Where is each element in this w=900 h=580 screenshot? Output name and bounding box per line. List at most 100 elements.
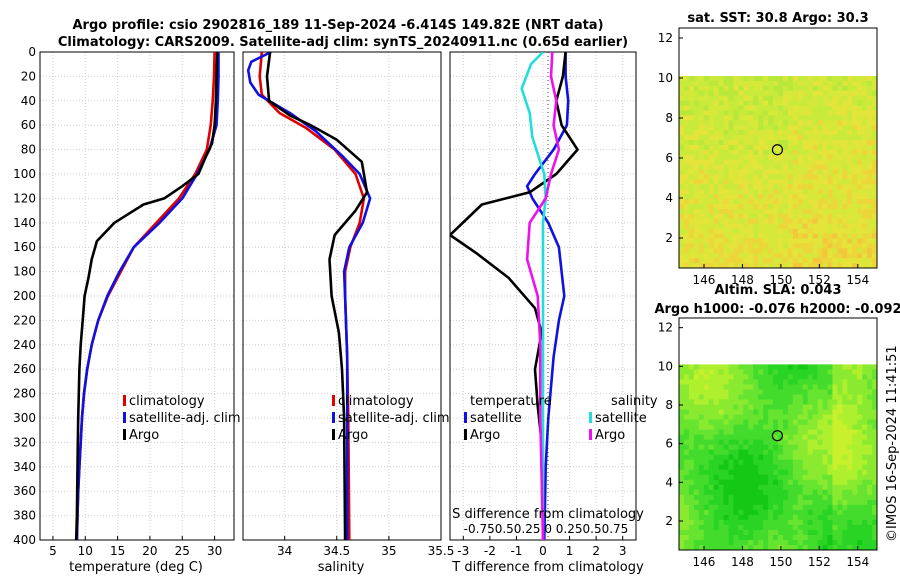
heatmap-cell [728,369,734,375]
heatmap-cell [768,469,774,476]
heatmap-cell [733,479,739,486]
heatmap-cell [708,544,715,551]
heatmap-cell [683,189,690,195]
heatmap-cell [778,233,784,239]
heatmap-cell [867,194,873,200]
heatmap-cell [787,439,794,446]
heatmap-cell [792,164,799,170]
heatmap-cell [683,154,690,161]
heatmap-cell [817,504,823,511]
heatmap-cell [748,449,754,456]
heatmap-cell [817,130,823,136]
heatmap-cell [718,243,724,249]
heatmap-cell [872,469,878,476]
heatmap-cell [723,253,729,259]
heatmap-cell [693,524,700,531]
heatmap-cell [733,469,739,476]
heatmap-cell [822,213,828,220]
heatmap-cell [728,409,734,415]
heatmap-cell [842,263,848,269]
heatmap-cell [842,164,848,170]
heatmap-cell [738,85,744,92]
heatmap-cell [797,449,804,456]
heatmap-cell [792,95,799,102]
heatmap-cell [758,110,764,116]
heatmap-cell [718,238,724,244]
heatmap-cell [683,429,690,436]
heatmap-cell [837,394,843,400]
heatmap-cell [743,223,749,230]
heatmap-cell [797,80,804,87]
heatmap-cell [743,519,749,526]
heatmap-cell [723,409,729,415]
heatmap-cell [713,218,719,225]
heatmap-cell [802,469,809,476]
heatmap-cell [713,454,719,461]
heatmap-cell [792,179,799,185]
heatmap-cell [867,90,873,97]
heatmap-cell [807,534,814,541]
heatmap-cell [763,424,769,431]
heatmap-cell [753,238,759,244]
heatmap-cell [768,529,774,536]
x-tick-label: -3 [457,544,469,558]
heatmap-cell [763,469,769,476]
heatmap-cell [753,95,759,102]
heatmap-cell [723,484,729,491]
heatmap-cell [753,539,759,546]
heatmap-cell [778,228,784,234]
heatmap-cell [872,429,878,436]
heatmap-cell [738,223,744,230]
heatmap-cell [802,174,809,180]
heatmap-cell [802,399,809,405]
heatmap-cell [753,135,759,141]
heatmap-cell [723,524,729,531]
heatmap-cell [698,414,705,420]
heatmap-cell [713,429,719,436]
heatmap-cell [683,204,690,210]
heatmap-cell [713,444,719,451]
heatmap-cell [847,258,853,264]
heatmap-cell [713,374,719,380]
heatmap-cell [728,218,734,225]
heatmap-cell [842,238,848,244]
heatmap-cell [698,164,705,170]
heatmap-cell [847,449,853,456]
heatmap-cell [743,449,749,456]
heatmap-cell [733,499,739,506]
heatmap-cell [763,125,769,131]
heatmap-cell [778,489,784,496]
heatmap-cell [797,204,804,210]
heatmap-cell [683,228,690,234]
heatmap-cell [857,439,863,446]
heatmap-cell [812,140,818,146]
heatmap-cell [703,140,710,146]
heatmap-cell [787,208,794,215]
heatmap-cell [693,105,700,111]
heatmap-cell [728,80,734,87]
heatmap-cell [743,258,749,264]
heatmap-cell [812,110,818,116]
heatmap-cell [797,424,804,431]
heatmap-cell [748,429,754,436]
heatmap-cell [763,115,769,121]
heatmap-cell [743,90,749,97]
heatmap-cell [738,248,744,254]
heatmap-cell [688,194,695,200]
heatmap-cell [782,223,789,230]
heatmap-cell [817,238,823,244]
sst-heatmap [679,76,878,269]
heatmap-cell [753,419,759,425]
heatmap-cell [872,449,878,456]
heatmap-cell [822,459,828,466]
heatmap-cell [852,434,858,441]
heatmap-cell [842,218,848,225]
heatmap-cell [862,85,868,92]
heatmap-cell [733,374,739,380]
heatmap-cell [852,238,858,244]
heatmap-cell [688,409,695,415]
heatmap-cell [852,424,858,431]
heatmap-cell [693,223,700,230]
heatmap-cell [743,429,749,436]
heatmap-cell [802,199,809,205]
